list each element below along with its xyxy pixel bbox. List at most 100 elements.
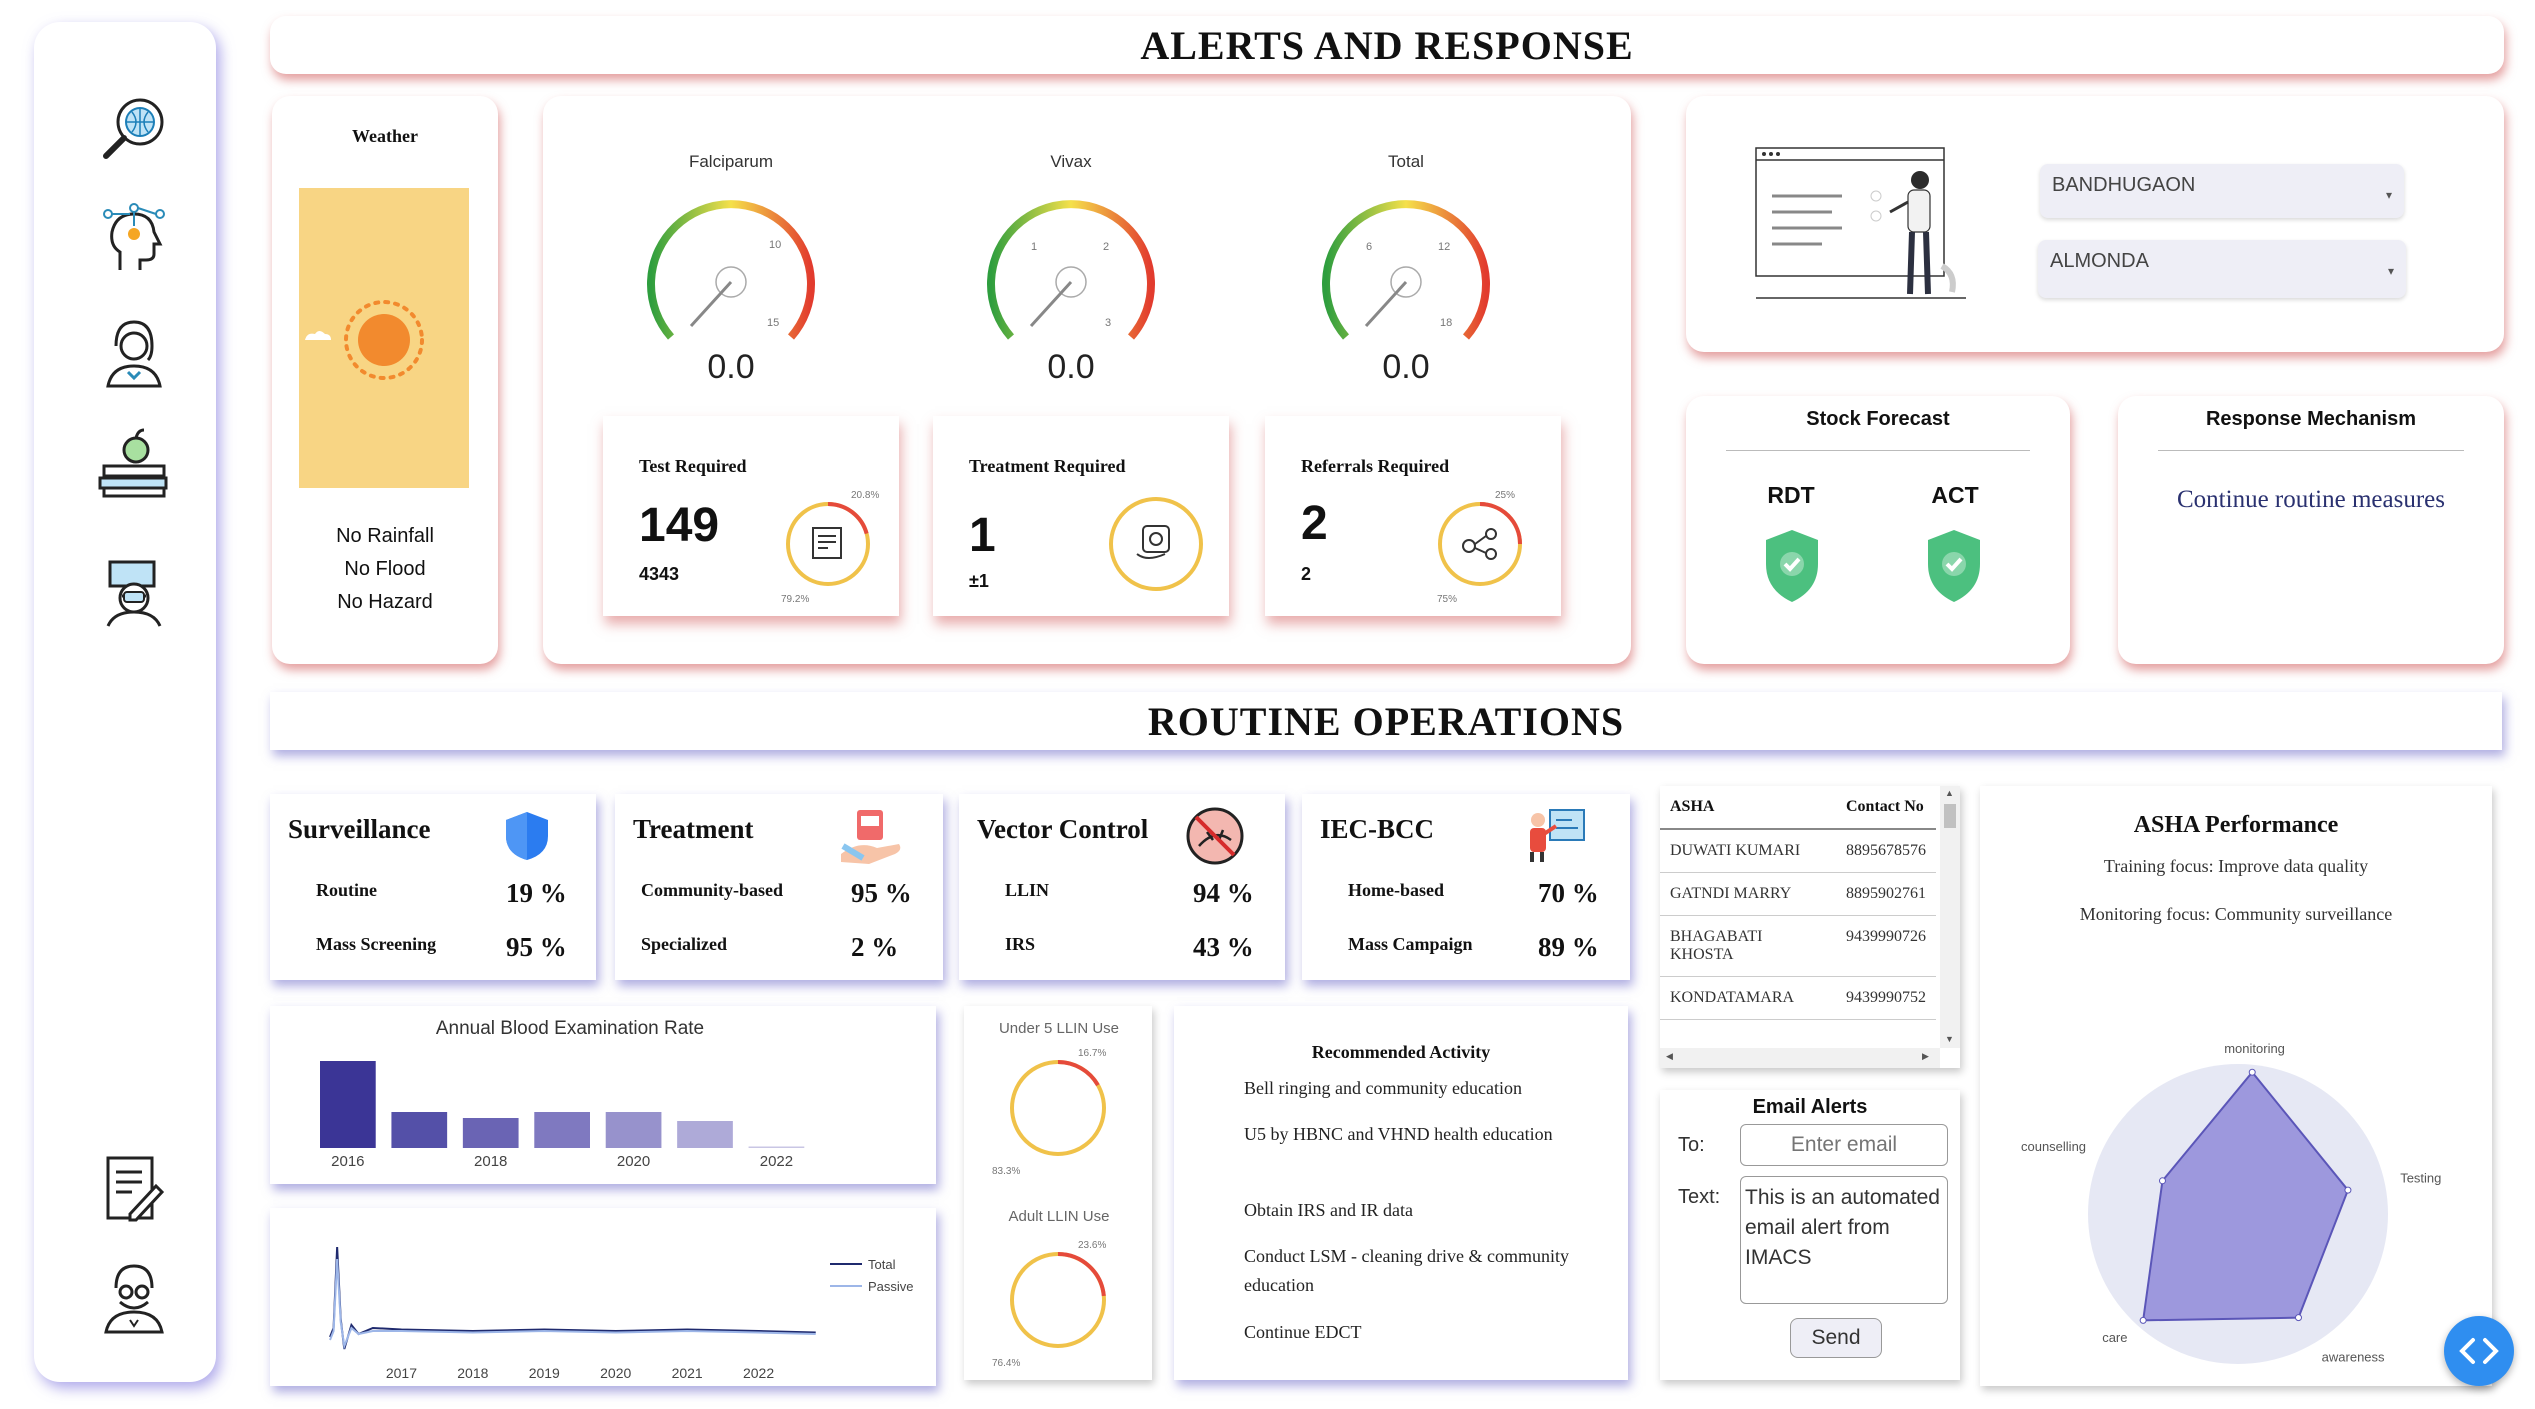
iec-bcc-card: IEC-BCC Home-based 70 % Mass Campaign 89… — [1302, 794, 1630, 980]
donut-label: 76.4% — [992, 1358, 1020, 1369]
pill-hand-icon — [1136, 525, 1170, 559]
gauge-total-tick2: 12 — [1438, 241, 1450, 253]
x-tick-label: 2020 — [617, 1153, 650, 1170]
chevron-down-icon: ▾ — [2387, 264, 2394, 278]
table-row[interactable]: KONDATAMARA 9439990752 — [1660, 976, 1936, 1020]
x-tick-label: 2017 — [386, 1365, 417, 1381]
iec-bcc-row1-value: 70 % — [1538, 878, 1599, 908]
aber-bar-chart: 2016 2018 2020 2022 — [320, 1061, 805, 1170]
line-passive — [329, 1258, 816, 1350]
clipboard-icon — [812, 527, 842, 559]
location-card: BANDHUGAON ▾ ALMONDA ▾ — [1686, 96, 2504, 352]
vertical-scrollbar[interactable]: ▲ ▼ — [1940, 786, 1960, 1048]
district-select[interactable]: BANDHUGAON ▾ — [2040, 164, 2404, 218]
radar-axis-label: counselling — [2021, 1139, 2086, 1154]
donut-label: 23.6% — [1078, 1240, 1106, 1251]
x-tick-label: 2020 — [600, 1365, 631, 1381]
bar-2018 — [462, 1118, 519, 1148]
response-mechanism-card: Response Mechanism Continue routine meas… — [2118, 396, 2504, 664]
scrollbar-thumb[interactable] — [1944, 804, 1956, 828]
asha-phone: 8895902761 — [1836, 872, 1936, 916]
weather-card: Weather No Rainfall No Flood No Hazard — [272, 96, 498, 664]
email-to-label: To: — [1678, 1134, 1705, 1156]
table-row[interactable]: DUWATI KUMARI 8895678576 — [1660, 829, 1936, 873]
block-select-value: ALMONDA — [2050, 250, 2149, 272]
gauge-total-value: 0.0 — [1382, 348, 1430, 386]
radar-point — [2139, 1316, 2147, 1324]
gauge-falciparum-value: 0.0 — [707, 348, 755, 386]
table-row[interactable]: BHAGABATI KHOSTA 9439990726 — [1660, 915, 1936, 977]
table-row[interactable]: GATNDI MARRY 8895902761 — [1660, 872, 1936, 916]
email-to-input[interactable] — [1740, 1124, 1948, 1166]
block-select[interactable]: ALMONDA ▾ — [2038, 240, 2406, 298]
referral-network-icon — [1462, 528, 1497, 560]
referrals-required-value: 2 — [1301, 497, 1328, 550]
horizontal-scrollbar[interactable]: ◀ ▶ — [1660, 1048, 1940, 1068]
recommended-item-4: Conduct LSM - cleaning drive & community… — [1244, 1246, 1569, 1295]
asha-contact-table: ASHA Contact No DUWATI KUMARI 8895678576 … — [1660, 786, 1936, 1020]
doctor-laptop-icon[interactable] — [94, 552, 174, 632]
x-tick-label: 2022 — [760, 1153, 793, 1170]
stock-forecast-title: Stock Forecast — [1806, 408, 1950, 430]
email-text-label: Text: — [1678, 1186, 1721, 1208]
scientist-icon[interactable] — [94, 1258, 174, 1338]
cases-panel: Falciparum 10 15 0.0 Vivax 1 2 3 0.0 Tot… — [543, 96, 1631, 664]
presenter-illustration-icon — [1755, 147, 1966, 299]
bar-2017 — [391, 1112, 448, 1148]
referrals-required-sub: 2 — [1301, 564, 1312, 584]
x-tick-label: 2018 — [474, 1153, 507, 1170]
scroll-right-icon[interactable]: ▶ — [1922, 1051, 1929, 1061]
health-worker-icon[interactable] — [94, 312, 174, 392]
globe-search-icon[interactable] — [94, 90, 174, 170]
cases-line-chart: 2017 2018 2019 2020 2021 2022 Total Passive — [329, 1246, 914, 1381]
stock-rdt-label: RDT — [1767, 482, 1815, 508]
iec-bcc-title: IEC-BCC — [1320, 814, 1435, 844]
vector-control-row1-value: 94 % — [1193, 878, 1254, 908]
under5-llin-donut: 16.7% 83.3% — [992, 1048, 1106, 1177]
cases-line-chart-card: 2017 2018 2019 2020 2021 2022 Total Passive — [270, 1208, 936, 1386]
referrals-required-card: Referrals Required 2 2 25% 75% — [1265, 416, 1561, 616]
surveillance-row1-value: 19 % — [506, 878, 567, 908]
response-mechanism-title: Response Mechanism — [2205, 408, 2417, 430]
gauge-vivax-tick2: 2 — [1103, 241, 1109, 253]
line-total — [329, 1246, 816, 1350]
referrals-required-top-pct: 25% — [1495, 490, 1515, 501]
surveillance-row2-label: Mass Screening — [316, 934, 437, 954]
weather-flood: No Flood — [344, 558, 426, 580]
alerts-header: ALERTS AND RESPONSE — [270, 16, 2504, 74]
treatment-required-sub: ±1 — [969, 571, 989, 591]
medicine-hand-icon — [841, 810, 901, 864]
gauge-vivax-tick3: 3 — [1105, 317, 1111, 329]
llin-use-card: Under 5 LLIN Use 16.7% 83.3% Adult LLIN U… — [964, 1006, 1152, 1380]
radar-axis-label: Testing — [2400, 1171, 2441, 1186]
recommended-item-2: U5 by HBNC and VHND health education — [1244, 1124, 1553, 1144]
scroll-left-icon[interactable]: ◀ — [1666, 1051, 1673, 1061]
donut-slice — [1057, 1252, 1106, 1297]
email-text-area[interactable]: This is an automated email alert from IM… — [1740, 1176, 1948, 1304]
report-edit-icon[interactable] — [94, 1150, 174, 1230]
bar-2021 — [677, 1121, 733, 1148]
vector-control-row2-value: 43 % — [1193, 932, 1254, 962]
gauge-falciparum-tick1: 10 — [769, 239, 781, 251]
test-required-sub: 4343 — [639, 564, 680, 584]
code-nav-button[interactable] — [2444, 1316, 2514, 1386]
email-alerts-card: Email Alerts To: Text: This is an automa… — [1660, 1090, 1960, 1380]
divider — [2158, 450, 2464, 451]
treatment-required-donut — [1109, 497, 1203, 591]
radar-axis-label: monitoring — [2224, 1041, 2285, 1056]
scroll-up-icon[interactable]: ▲ — [1945, 788, 1954, 798]
network-head-icon[interactable] — [94, 200, 174, 280]
treatment-row2-value: 2 % — [851, 932, 899, 962]
gauge-total-label: Total — [1388, 152, 1424, 171]
test-required-top-pct: 20.8% — [851, 490, 879, 501]
scroll-down-icon[interactable]: ▼ — [1945, 1034, 1954, 1044]
sun-icon — [305, 300, 424, 380]
send-button[interactable]: Send — [1790, 1318, 1882, 1358]
x-tick-label: 2018 — [457, 1365, 488, 1381]
treatment-row2-label: Specialized — [641, 934, 727, 954]
asha-contact-table-card: ASHA Contact No DUWATI KUMARI 8895678576 … — [1660, 786, 1960, 1068]
radar-area — [2141, 1070, 2350, 1322]
weather-sun-panel — [299, 188, 469, 488]
books-apple-icon[interactable] — [94, 422, 174, 502]
routine-header: ROUTINE OPERATIONS — [270, 692, 2502, 750]
